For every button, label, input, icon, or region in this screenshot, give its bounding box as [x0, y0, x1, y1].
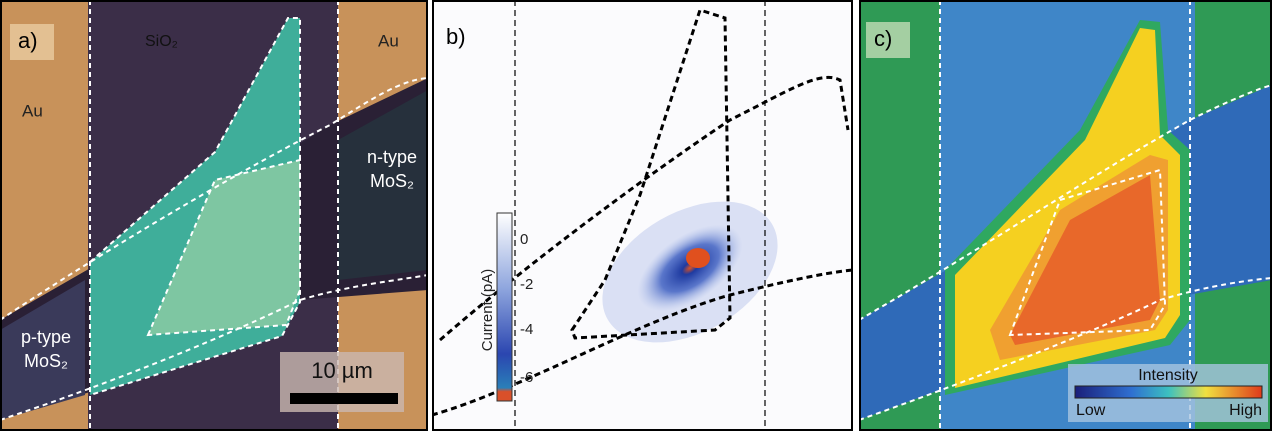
panel-c: c) Intensity Low High — [859, 0, 1272, 431]
colorbar-tick: -6 — [520, 369, 533, 386]
background — [432, 0, 853, 431]
panel-label: b) — [446, 24, 466, 49]
colorbar-tick: -4 — [520, 321, 533, 338]
panel-label: a) — [18, 28, 38, 53]
scale-label: 10 µm — [311, 358, 373, 383]
colorbar — [1075, 386, 1262, 398]
annotation: MoS₂ — [370, 171, 414, 191]
annotation: n-type — [367, 147, 417, 167]
scale-bar — [290, 393, 398, 404]
colorbar-high: High — [1229, 402, 1262, 419]
colorbar-tick: -2 — [520, 276, 533, 293]
annotation: Au — [22, 101, 43, 120]
peak — [686, 248, 710, 268]
colorbar-tick: 0 — [520, 231, 528, 248]
annotation: Au — [378, 31, 399, 50]
colorbar-low: Low — [1076, 402, 1106, 419]
annotation: p-type — [21, 327, 71, 347]
page: {"panels": [ {"label": "a)", "annotation… — [0, 0, 1272, 431]
figure: a) SiO₂ Au Au n-type MoS₂ p-type MoS₂ 10… — [0, 0, 1272, 431]
panel-b: b) Current (pA) 0 -2 -4 -6 — [432, 0, 853, 431]
colorbar-label: Intensity — [1138, 367, 1198, 384]
colorbar — [497, 213, 512, 401]
colorbar-label: Current (pA) — [479, 269, 496, 352]
annotation: SiO₂ — [145, 33, 178, 50]
panel-label: c) — [874, 26, 892, 51]
panel-a: a) SiO₂ Au Au n-type MoS₂ p-type MoS₂ 10… — [0, 0, 428, 431]
annotation: MoS₂ — [24, 351, 68, 371]
